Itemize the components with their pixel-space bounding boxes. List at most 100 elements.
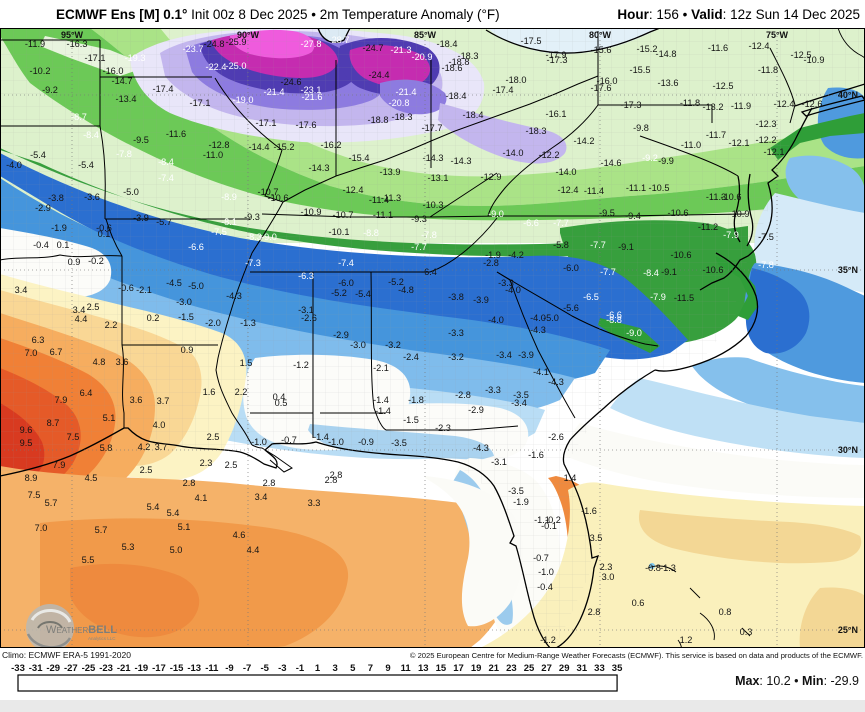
map-value-label: -1.3 [660,563,676,573]
map-value-label: -0.6 [96,223,112,233]
map-title: ECMWF Ens [M] 0.1° Init 00z 8 Dec 2025 •… [0,7,500,22]
map-value-label: -11.0 [203,150,223,160]
map-value-label: -12.5 [791,50,812,60]
map-value-label: -11.4 [584,186,604,196]
colorbar-row: -33 -31 -29 -27 -25 -23 -21 -19 -17 -15 -13 -11 -9 -7… [0,661,865,699]
map-value-label: -16.3 [67,39,88,49]
map-value-label: -12.1 [729,138,750,148]
map-value-label: -24.4 [369,70,390,80]
map-value-label: -7.8 [116,149,132,159]
map-value-label: -28.7 [329,35,350,45]
map-value-label: -14.4 [249,142,270,152]
map-value-label: -11.9 [731,101,751,111]
map-value-label: -5.6 [563,303,579,313]
map-value-label: 6.4 [80,388,93,398]
colorbar-tick: 17 [453,663,464,674]
map-value-label: 3.7 [155,442,168,452]
map-value-label: 2.2 [105,320,118,330]
map-value-label: -13.2 [703,102,724,112]
map-value-label: -12.6 [802,99,823,109]
map-value-label: 2.5 [207,432,220,442]
map-value-label: -1.8 [408,395,424,405]
map-value-label: -2.3 [435,423,451,433]
map-value-label: -5.0 [188,281,204,291]
colorbar: -33 -31 -29 -27 -25 -23 -21 -19 -17 -15 -13 -11 -9 -7… [11,663,623,692]
colorbar-tick: -31 [29,663,43,674]
map-value-label: -1.6 [528,450,544,460]
map-value-label: -1.9 [485,250,501,260]
map-value-label: -12.2 [756,135,777,145]
map-value-label: -0.2 [545,515,561,525]
latlon-gridlines [0,28,865,648]
map-value-label: -9.8 [633,123,649,133]
colorbar-tick: -13 [187,663,201,674]
map-value-label: 5.5 [82,555,95,565]
map-value-label: -24.8 [204,39,225,49]
map-value-label: -8.8 [363,228,379,238]
map-value-label: -11.3 [381,193,401,203]
copyright-note: © 2025 European Centre for Medium-Range … [409,650,863,660]
lat-label: 40°N [838,90,858,100]
map-value-label: -18.4 [463,110,484,120]
map-value-label: -14.3 [451,156,472,166]
state-borders [0,31,796,473]
map-value-label: -6.3 [298,271,314,281]
map-value-label: 2.8 [330,470,343,480]
colorbar-tick: 31 [577,663,588,674]
map-value-label: -4.5 [166,278,182,288]
map-value-label: -6.4 [421,267,437,277]
map-value-label: -2.4 [403,352,419,362]
map-value-label: 3.3 [308,498,321,508]
map-value-label: -6.6 [606,310,622,320]
map-value-label: -16.2 [321,140,342,150]
map-value-label: -17.3 [621,100,642,110]
map-value-label: -2.8 [455,390,471,400]
map-value-label: -17.1 [256,118,277,128]
lon-label: 85°W [414,30,437,40]
map-value-label: -18.8 [449,57,470,67]
map-value-label: -16.0 [597,76,618,86]
map-value-label: -3.0 [176,297,192,307]
map-value-label: -9.9 [658,156,674,166]
map-value-label: 7.5 [28,490,41,500]
map-value-label: -5.4 [78,160,94,170]
map-value-label: -7.9 [723,230,739,240]
map-value-label: -7.7 [590,240,606,250]
forecast-map: 95°W 90°W 85°W 80°W 75°W 40°N 35°N 30°N 25°N -11… [0,27,865,666]
map-value-label: -14.2 [574,136,595,146]
map-value-label: -17.1 [190,98,211,108]
map-value-label: 0.2 [147,313,160,323]
map-value-label: -9.3 [411,214,427,224]
colorbar-tick: -11 [205,663,219,674]
colorbar-tick: 3 [333,663,338,674]
logo-subtext: Analytics LLC [88,636,116,641]
colorbar-tick: -23 [99,663,113,674]
map-value-label: -18.6 [442,63,463,73]
map-value-label: -12.4 [558,185,579,195]
map-value-label: -25.9 [226,37,247,47]
map-value-label: -23.7 [183,44,204,54]
map-value-label: -15.6 [591,45,612,55]
map-value-label: -11.9 [25,39,45,49]
map-value-label: -7.9 [650,292,666,302]
map-value-label: -10.2 [30,66,51,76]
map-value-label: -3.3 [448,328,464,338]
map-value-label: -12.5 [713,81,734,91]
map-value-label: -10.7 [333,210,354,220]
map-value-label: -4.0 [488,315,504,325]
colorbar-tick: -29 [46,663,60,674]
map-value-label: 5.1 [103,413,116,423]
map-value-label: 5.4 [147,502,160,512]
logo-text: WeatherBELL [46,624,117,636]
map-value-label: -21.4 [264,87,285,97]
colorbar-tick: 27 [541,663,552,674]
colorbar-tick: -5 [260,663,269,674]
map-value-label: -10.6 [721,192,742,202]
map-value-label: -9.0 [626,328,642,338]
map-value-label: -6.5 [583,292,599,302]
map-value-label: -4.0 [530,313,546,323]
map-value-label: -4.8 [398,285,414,295]
map-value-label: -1.0 [328,437,344,447]
map-value-label: -10.6 [703,265,724,275]
map-value-label: -1.2 [293,360,309,370]
